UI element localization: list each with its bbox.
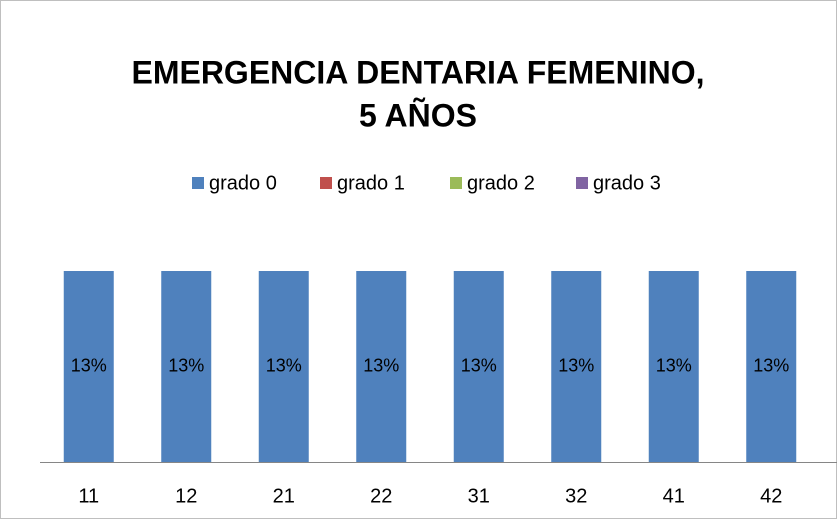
chart-title: 5 AÑOS (359, 97, 477, 133)
bar-segment (63, 271, 114, 462)
x-tick-label: 31 (468, 485, 490, 507)
data-label: 13% (168, 355, 204, 375)
data-label: 13% (558, 355, 594, 375)
bar-segment (746, 271, 797, 462)
x-tick-label: 21 (273, 485, 295, 507)
bar-segment (453, 271, 504, 462)
x-tick-label: 22 (370, 485, 392, 507)
bar-segment (648, 271, 699, 462)
legend-swatch (320, 177, 332, 189)
legend-swatch (450, 177, 462, 189)
chart-title: EMERGENCIA DENTARIA FEMENINO, (131, 54, 704, 90)
legend-label: grado 0 (209, 172, 277, 194)
legend-swatch (576, 177, 588, 189)
legend-label: grado 3 (593, 172, 661, 194)
bar-segment (161, 271, 212, 462)
x-tick-label: 42 (760, 485, 782, 507)
legend-swatch (192, 177, 204, 189)
legend-label: grado 2 (467, 172, 535, 194)
data-label: 13% (656, 355, 692, 375)
x-tick-label: 32 (565, 485, 587, 507)
data-label: 13% (71, 355, 107, 375)
bar-segment (551, 271, 602, 462)
data-label: 13% (753, 355, 789, 375)
x-tick-label: 41 (663, 485, 685, 507)
bar-segment (258, 271, 309, 462)
x-tick-label: 11 (78, 485, 99, 507)
bar-segment (356, 271, 407, 462)
data-label: 13% (363, 355, 399, 375)
data-label: 13% (266, 355, 302, 375)
data-label: 13% (461, 355, 497, 375)
legend-label: grado 1 (337, 172, 405, 194)
x-tick-label: 12 (175, 485, 197, 507)
